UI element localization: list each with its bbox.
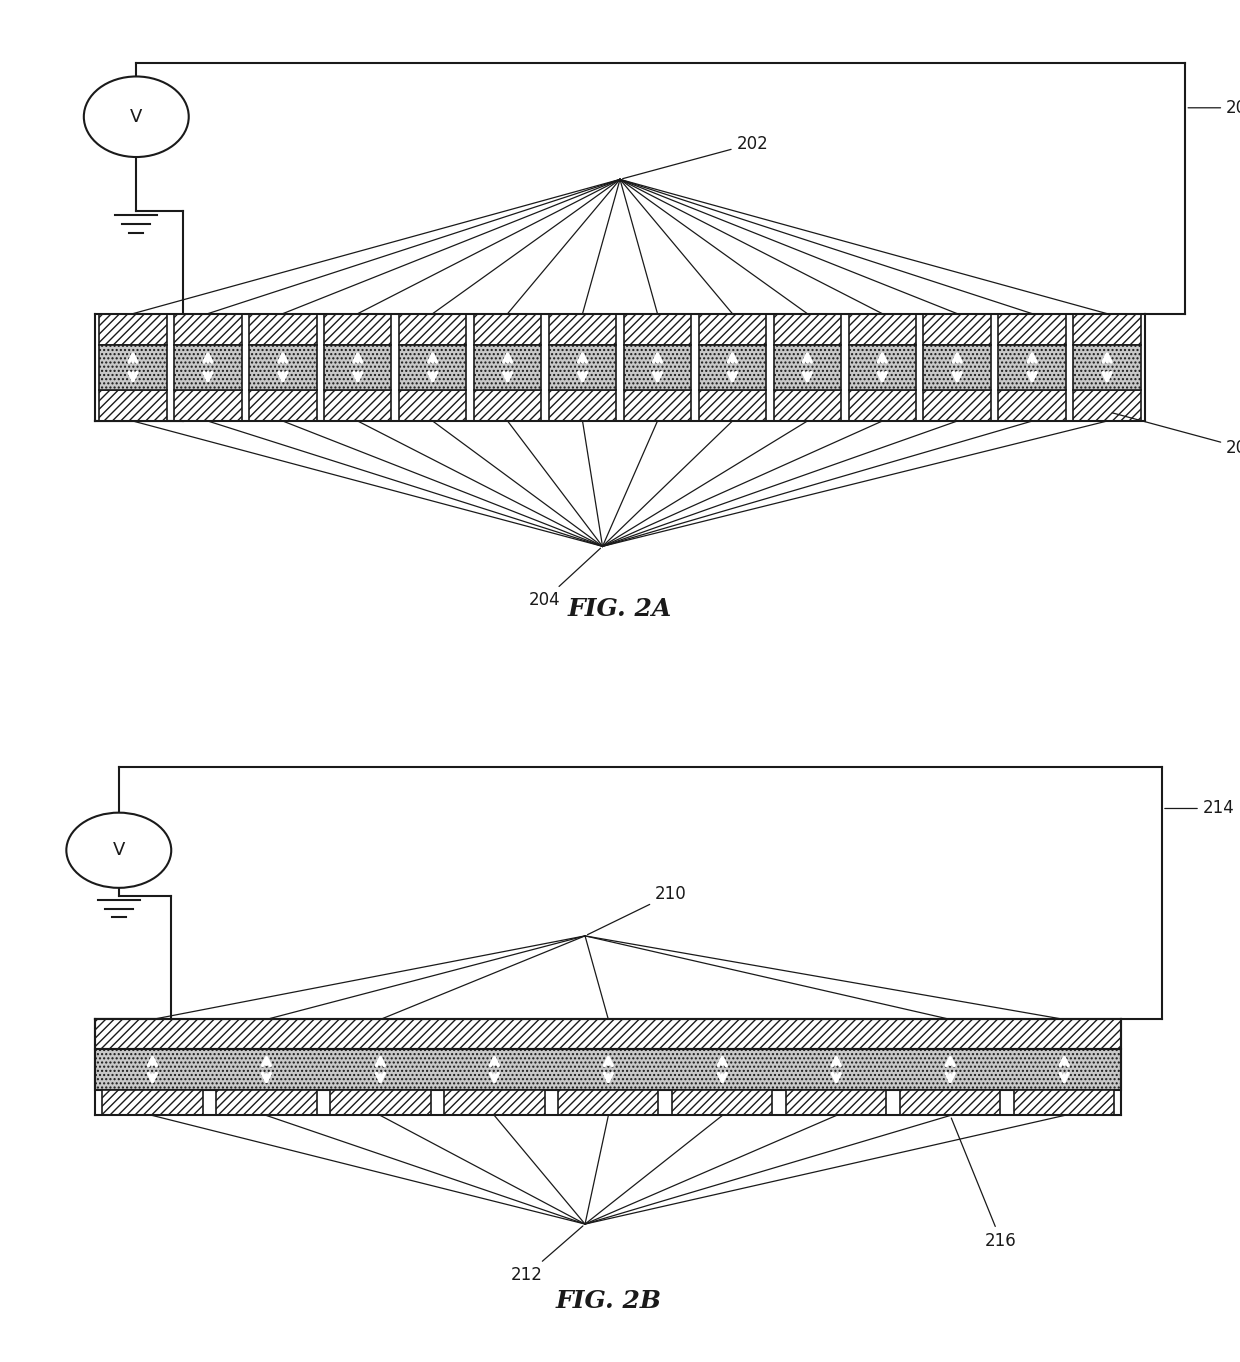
Text: 212: 212 xyxy=(511,1226,583,1284)
Bar xyxy=(774,390,841,421)
Bar xyxy=(474,313,542,345)
Bar xyxy=(624,313,691,345)
Bar xyxy=(900,1091,1001,1115)
Bar xyxy=(698,313,766,345)
Bar xyxy=(848,313,916,345)
Bar xyxy=(848,390,916,421)
Bar xyxy=(330,1091,430,1115)
Bar xyxy=(174,345,242,390)
Bar xyxy=(95,1019,1121,1049)
Bar xyxy=(998,390,1066,421)
Bar xyxy=(549,345,616,390)
Bar xyxy=(672,1091,773,1115)
Bar xyxy=(558,1091,658,1115)
Bar xyxy=(399,345,466,390)
Bar xyxy=(474,345,542,390)
Bar xyxy=(924,313,991,345)
Bar xyxy=(924,345,991,390)
Bar xyxy=(324,390,392,421)
Text: 204: 204 xyxy=(528,549,600,609)
Bar xyxy=(95,1049,1121,1091)
Bar xyxy=(399,313,466,345)
Bar xyxy=(1074,390,1141,421)
Text: 208: 208 xyxy=(1112,413,1240,456)
Text: 210: 210 xyxy=(588,885,687,934)
Bar xyxy=(998,345,1066,390)
Bar xyxy=(99,313,166,345)
Bar xyxy=(324,345,392,390)
Bar xyxy=(174,313,242,345)
Bar xyxy=(324,313,392,345)
Bar xyxy=(474,390,542,421)
Text: V: V xyxy=(130,108,143,125)
Bar xyxy=(399,390,466,421)
Bar xyxy=(774,313,841,345)
Bar xyxy=(216,1091,316,1115)
Bar xyxy=(1074,345,1141,390)
Bar xyxy=(249,390,316,421)
Circle shape xyxy=(84,76,188,157)
Bar xyxy=(249,313,316,345)
Text: 206: 206 xyxy=(1188,99,1240,117)
Bar xyxy=(848,345,916,390)
Bar xyxy=(1014,1091,1115,1115)
Bar xyxy=(924,390,991,421)
Bar xyxy=(444,1091,544,1115)
Bar xyxy=(624,390,691,421)
Bar xyxy=(698,390,766,421)
Bar xyxy=(103,1091,202,1115)
Bar xyxy=(786,1091,887,1115)
Text: 216: 216 xyxy=(951,1118,1017,1250)
Bar xyxy=(549,390,616,421)
Text: FIG. 2A: FIG. 2A xyxy=(568,597,672,621)
Bar xyxy=(99,345,166,390)
Bar xyxy=(549,313,616,345)
Bar xyxy=(998,313,1066,345)
Bar xyxy=(99,390,166,421)
Bar xyxy=(1074,313,1141,345)
Circle shape xyxy=(66,813,171,888)
Bar xyxy=(624,345,691,390)
Bar xyxy=(174,390,242,421)
Text: FIG. 2B: FIG. 2B xyxy=(556,1290,661,1313)
Bar xyxy=(249,345,316,390)
Bar xyxy=(774,345,841,390)
Bar xyxy=(698,345,766,390)
Text: 214: 214 xyxy=(1164,799,1235,817)
Text: 202: 202 xyxy=(622,135,769,178)
Text: V: V xyxy=(113,842,125,859)
